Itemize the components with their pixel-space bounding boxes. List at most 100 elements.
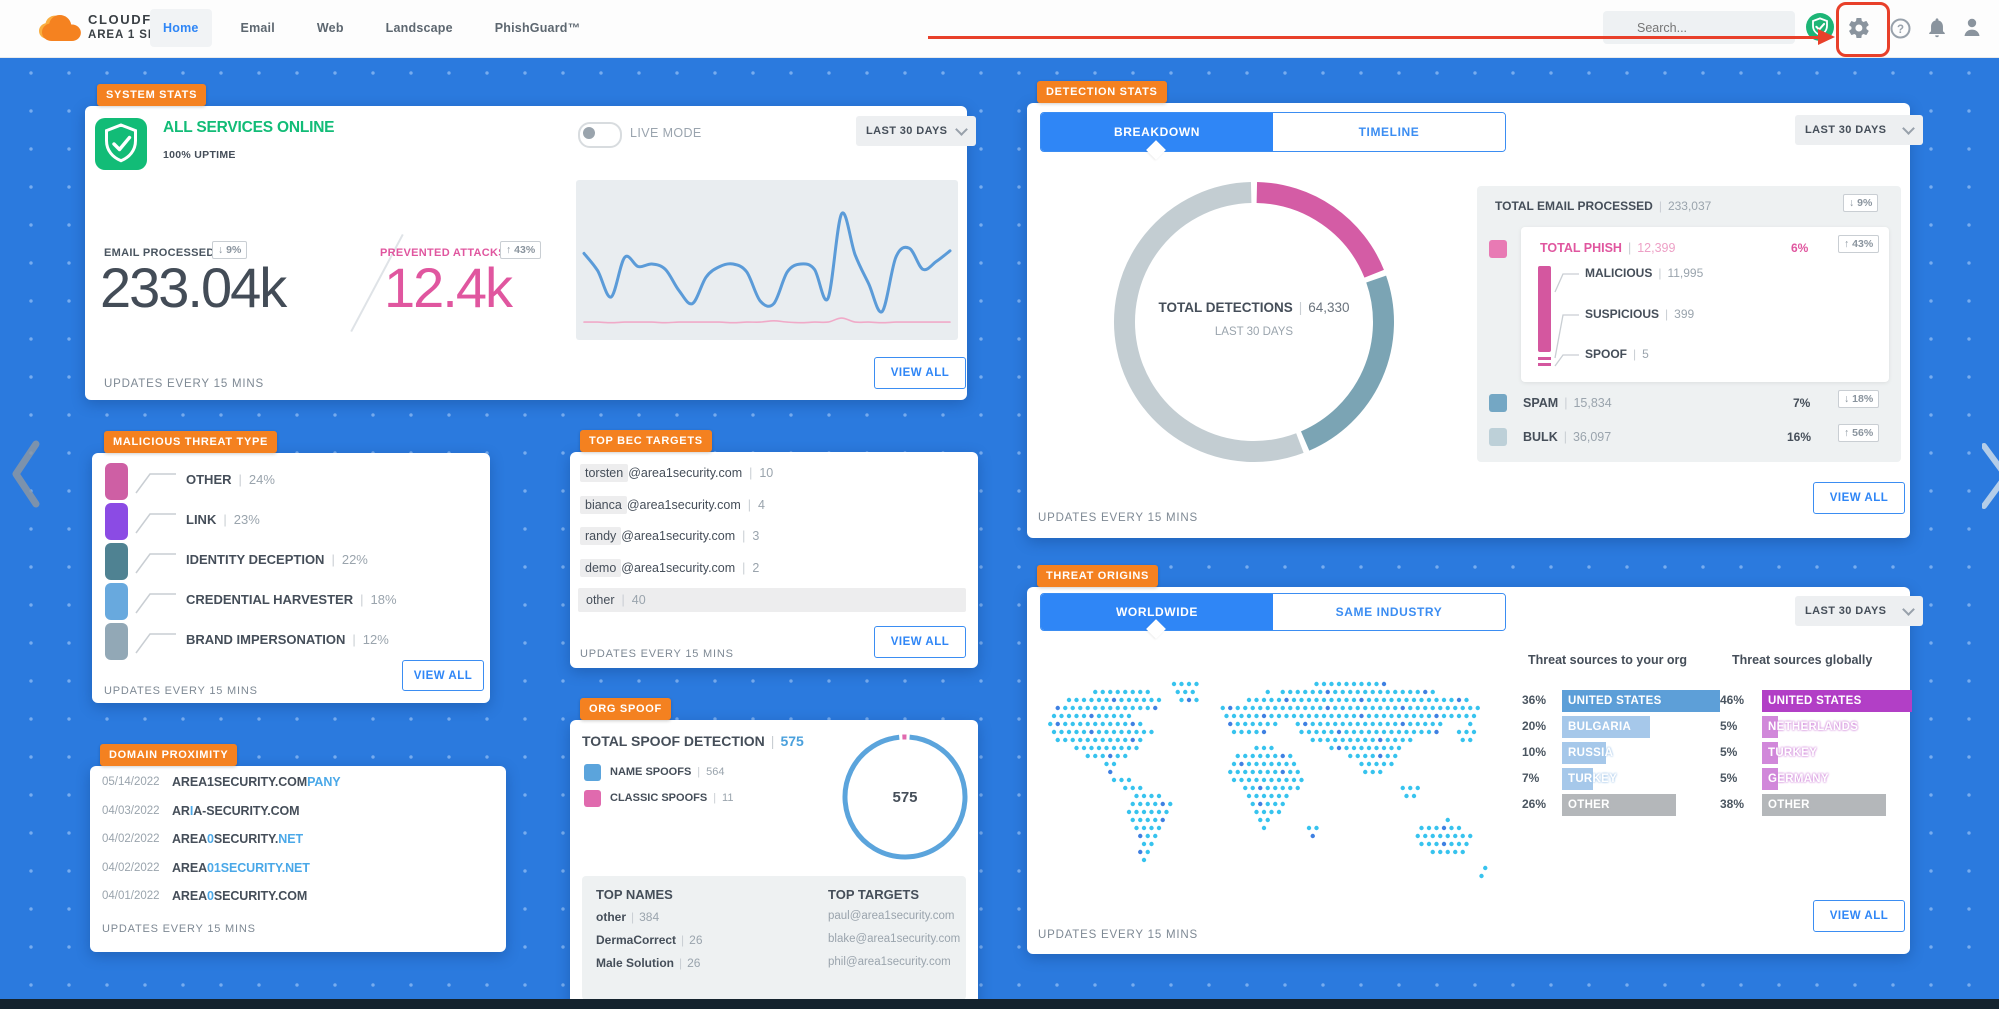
- bell-icon[interactable]: [1926, 16, 1948, 40]
- detection-view-all-button[interactable]: VIEW ALL: [1813, 482, 1905, 514]
- chevron-down-icon: [1902, 602, 1915, 616]
- user-icon[interactable]: [1960, 15, 1984, 39]
- phish-sub-row: SUSPICIOUS | 399: [1585, 307, 1694, 321]
- carousel-prev-icon[interactable]: [8, 438, 44, 510]
- separator: |: [1563, 430, 1567, 444]
- nav-tab-web[interactable]: Web: [316, 21, 344, 35]
- origin-bar-label: GERMANY: [1762, 768, 1829, 790]
- prevented-attacks-value: 12.4k: [384, 256, 513, 319]
- bottom-bar: [0, 999, 1999, 1009]
- phish-bar-suspicious: [1538, 357, 1551, 360]
- svg-text:?: ?: [1897, 24, 1904, 36]
- separator: |: [1658, 199, 1662, 213]
- total-email-label: TOTAL EMAIL PROCESSED: [1495, 199, 1653, 213]
- threat-type-swatch: [105, 463, 128, 500]
- origin-bar: UNITED STATES: [1562, 690, 1720, 712]
- bec-targets-view-all-button[interactable]: VIEW ALL: [874, 626, 966, 658]
- separator: |: [1627, 241, 1632, 255]
- threat-type-swatch: [105, 623, 128, 660]
- tab-same-industry[interactable]: SAME INDUSTRY: [1273, 594, 1505, 630]
- threat-type-connector: [134, 583, 178, 625]
- name-spoofs-swatch: [584, 764, 601, 781]
- nav-tab-phishguard[interactable]: PhishGuard™: [494, 21, 581, 35]
- domain-part: SECURITY.: [213, 832, 279, 846]
- domain-row-date: 05/14/2022: [102, 776, 160, 788]
- nav-tab-home[interactable]: Home: [150, 9, 212, 47]
- classic-spoofs-swatch: [584, 790, 601, 807]
- threat-type-connector: [134, 623, 178, 665]
- system-stats-view-all-button[interactable]: VIEW ALL: [874, 357, 966, 389]
- origin-bar: TURKEY: [1562, 768, 1618, 790]
- nav-tab-landscape[interactable]: Landscape: [385, 21, 453, 35]
- origin-bar: UNITED STATES: [1762, 690, 1912, 712]
- domain-part-highlight: NET: [278, 832, 303, 846]
- phish-value: 12,399: [1637, 241, 1676, 255]
- carousel-next-icon[interactable]: [1982, 438, 1999, 510]
- top-target-row: paul@area1security.com: [828, 910, 955, 922]
- separator: |: [742, 529, 746, 543]
- threat-type-swatch: [105, 503, 128, 540]
- nav-tab-email[interactable]: Email: [240, 21, 275, 35]
- domain-part-highlight: I: [189, 803, 194, 818]
- bec-domain: @area1security.com: [621, 560, 736, 575]
- threat-type-row: BRAND IMPERSONATION | 12%: [186, 632, 389, 647]
- domain-proximity-badge: DOMAIN PROXIMITY: [100, 744, 238, 766]
- origin-view-all-button[interactable]: VIEW ALL: [1813, 900, 1905, 932]
- bec-row-other: other | 40: [578, 588, 966, 612]
- top-names-header: TOP NAMES: [596, 887, 673, 902]
- spoof-bottom-panel: [582, 876, 966, 1000]
- bec-row: randy @area1security.com | 3: [580, 527, 759, 545]
- bec-targets-updates: UPDATES EVERY 15 MINS: [580, 648, 734, 660]
- phish-bar-spoof: [1538, 363, 1551, 366]
- threat-type-connector: [134, 503, 178, 545]
- domain-proximity-card: [90, 766, 506, 952]
- domain-part-highlight: 0: [207, 889, 214, 903]
- search-input[interactable]: [1603, 11, 1795, 44]
- threat-type-pct: 18%: [370, 592, 397, 607]
- phish-sub-row: MALICIOUS | 11,995: [1585, 266, 1703, 280]
- uptime-text: 100% UPTIME: [163, 149, 236, 161]
- detection-updates: UPDATES EVERY 15 MINS: [1038, 512, 1198, 524]
- separator: |: [681, 933, 685, 947]
- phish-label: TOTAL PHISH: [1540, 241, 1622, 255]
- email-processed-delta: ↓ 9%: [212, 241, 248, 259]
- origin-tabs: WORLDWIDE SAME INDUSTRY: [1040, 593, 1506, 631]
- bec-domain: @area1security.com: [626, 497, 741, 512]
- phish-swatch: [1489, 240, 1507, 258]
- total-detections-label: TOTAL DETECTIONS: [1158, 300, 1293, 315]
- origin-bar-pct: 5%: [1720, 745, 1738, 759]
- origin-bar-pct: 5%: [1720, 719, 1738, 733]
- threat-type-connector: [134, 463, 178, 505]
- separator: |: [621, 593, 625, 607]
- services-online-icon: [95, 118, 147, 170]
- phish-sub-value: 5: [1642, 347, 1649, 361]
- gear-icon[interactable]: [1847, 16, 1871, 40]
- bec-domain: @area1security.com: [621, 529, 736, 543]
- system-stats-range-dropdown[interactable]: LAST 30 DAYS: [856, 116, 976, 146]
- bec-count: 2: [752, 560, 760, 575]
- live-mode-toggle[interactable]: [578, 122, 622, 148]
- threat-type-updates: UPDATES EVERY 15 MINS: [104, 685, 258, 697]
- org-spoof-badge: ORG SPOOF: [580, 698, 671, 720]
- spoof-donut-center-value: 575: [892, 789, 918, 806]
- help-icon[interactable]: ?: [1890, 18, 1911, 39]
- traffic-sparkline-chart: [576, 180, 958, 340]
- separator: |: [697, 766, 701, 778]
- tab-timeline[interactable]: TIMELINE: [1273, 113, 1505, 151]
- top-name-row: DermaCorrect | 26: [596, 933, 703, 947]
- origin-bar-pct: 38%: [1720, 797, 1745, 811]
- phish-sub-label: MALICIOUS: [1585, 266, 1653, 280]
- origin-bar-label: TURKEY: [1568, 773, 1618, 785]
- threat-type-view-all-button[interactable]: VIEW ALL: [402, 660, 484, 691]
- detection-range-dropdown[interactable]: LAST 30 DAYS: [1795, 115, 1923, 145]
- detection-stats-badge: DETECTION STATS: [1037, 81, 1167, 103]
- origin-range-dropdown[interactable]: LAST 30 DAYS: [1795, 596, 1923, 626]
- domain-row-date: 04/02/2022: [102, 861, 160, 874]
- origin-bar: GERMANY: [1762, 768, 1829, 790]
- range-label: LAST 30 DAYS: [1805, 605, 1887, 617]
- spam-swatch: [1489, 394, 1507, 412]
- threat-type-label: CREDENTIAL HARVESTER: [186, 592, 354, 607]
- origin-bar-pct: 26%: [1522, 797, 1547, 811]
- origin-bar: BULGARIA: [1562, 716, 1650, 738]
